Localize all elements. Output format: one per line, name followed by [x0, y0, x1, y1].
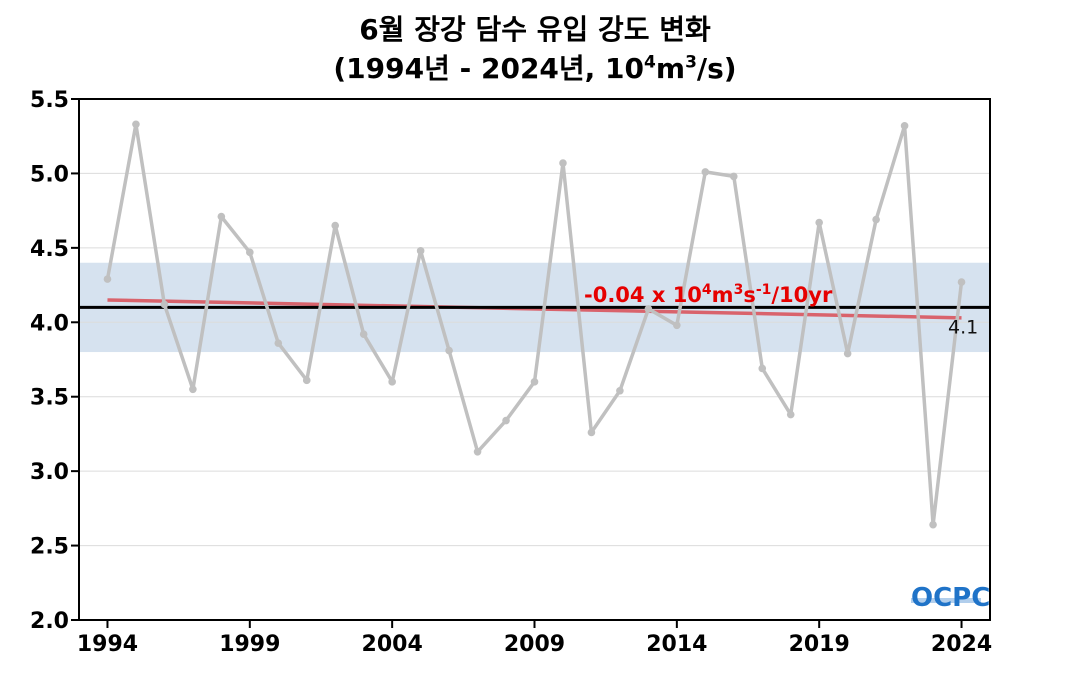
- chart-title: 6월 장강 담수 유입 강도 변화: [359, 13, 711, 46]
- axes: [71, 98, 991, 628]
- annotation-superscript: 3: [734, 282, 744, 298]
- data-point: [416, 247, 425, 255]
- annotation-unit: m: [712, 283, 734, 307]
- mean-value-label: 4.1: [948, 316, 978, 338]
- trend-annotation: -0.04 x 104m3s-1/10yr: [584, 282, 833, 307]
- data-point: [189, 385, 197, 394]
- data-point: [559, 159, 567, 167]
- x-tick-label: 2024: [931, 632, 992, 657]
- data-point: [587, 428, 596, 437]
- data-point: [246, 248, 254, 257]
- data-point: [473, 447, 482, 456]
- data-point: [957, 278, 966, 286]
- data-point: [843, 349, 852, 358]
- data-point: [701, 168, 710, 176]
- tick-labels: 2.0 2.5 3.0 3.5 4.0 4.5 5.0 5.5 1994 1999 2004 2009…: [30, 88, 992, 657]
- data-point: [359, 330, 368, 338]
- data-point: [929, 520, 937, 529]
- subtitle-unit: m: [655, 52, 686, 85]
- data-point: [900, 121, 909, 130]
- x-tick-label: 1999: [219, 632, 280, 657]
- data-point: [132, 120, 140, 129]
- x-tick-label: 2019: [789, 632, 850, 657]
- data-point: [302, 376, 311, 385]
- subtitle-text: (1994년 - 2024년, 10: [333, 52, 645, 85]
- annotation-suffix: /10yr: [771, 283, 833, 307]
- y-tick-label: 3.5: [30, 386, 69, 411]
- subtitle-end: /s): [696, 52, 737, 85]
- y-tick-label: 3.0: [30, 460, 69, 485]
- x-tick-label: 2004: [362, 632, 423, 657]
- data-point: [616, 386, 624, 395]
- data-point: [530, 378, 539, 386]
- y-tick-label: 2.0: [30, 609, 69, 634]
- y-tick-label: 4.0: [30, 311, 69, 336]
- annotation-superscript: 4: [702, 282, 712, 298]
- data-point: [872, 215, 880, 224]
- data-point: [502, 416, 510, 425]
- data-point: [786, 410, 795, 419]
- logo-text: OCPC: [911, 583, 990, 613]
- data-point: [388, 378, 396, 386]
- ocpc-logo: OCPC: [911, 583, 990, 613]
- data-point: [217, 212, 226, 221]
- y-tick-label: 4.5: [30, 237, 69, 262]
- data-point: [274, 339, 283, 347]
- plot-frame: [78, 98, 991, 621]
- data-point: [644, 305, 653, 313]
- data-point: [331, 221, 340, 230]
- subtitle-superscript: 4: [644, 52, 656, 73]
- x-tick-label: 2014: [646, 632, 707, 657]
- data-point: [758, 364, 767, 373]
- x-tick-label: 2009: [504, 632, 565, 657]
- subtitle-superscript: 3: [685, 52, 697, 73]
- gridlines: [79, 98, 990, 621]
- annotation-unit: s: [743, 283, 756, 307]
- data-point: [673, 321, 681, 330]
- y-tick-label: 5.5: [30, 88, 69, 113]
- data-point: [445, 346, 453, 355]
- chart-subtitle: (1994년 - 2024년, 104m3/s): [0, 47, 1070, 87]
- data-point: [729, 172, 738, 181]
- logo-underline: [911, 598, 981, 603]
- data-point: [160, 300, 169, 309]
- annotation-text: -0.04 x 10: [584, 283, 702, 307]
- series-layer: [103, 120, 966, 529]
- data-point: [815, 218, 823, 227]
- y-tick-label: 2.5: [30, 535, 69, 560]
- annotation-superscript: -1: [756, 282, 772, 298]
- x-tick-label: 1994: [77, 632, 138, 657]
- data-point: [103, 275, 112, 283]
- y-tick-label: 5.0: [30, 162, 69, 187]
